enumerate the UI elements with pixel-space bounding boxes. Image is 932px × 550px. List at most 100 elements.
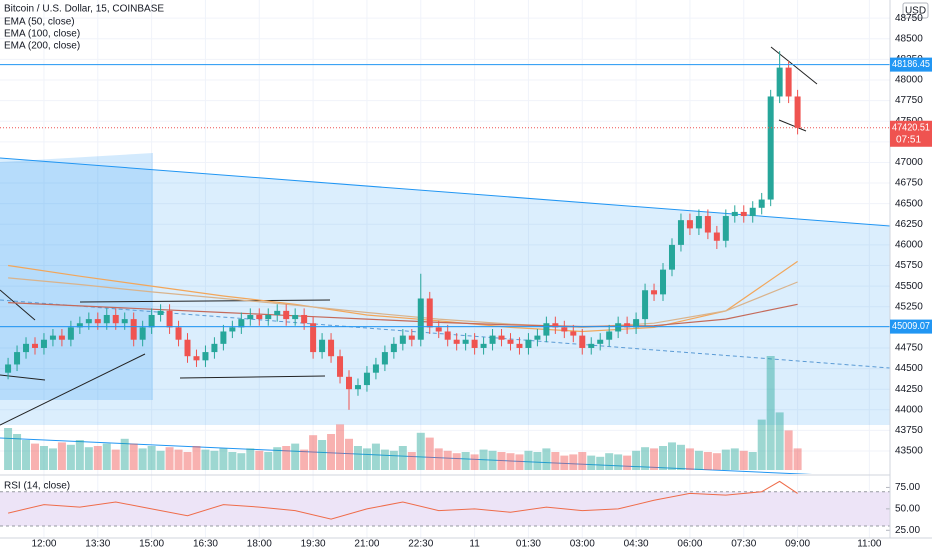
volume-bar [685, 448, 694, 470]
x-tick-label: 18:00 [247, 539, 272, 550]
candle-body [785, 67, 792, 97]
x-tick-label: 22:30 [408, 539, 433, 550]
trend-line [0, 289, 36, 321]
volume-bar [650, 448, 659, 470]
x-tick-label: 04:30 [624, 539, 649, 550]
candle-body [23, 343, 30, 353]
volume-bar [533, 452, 542, 470]
candle-body [516, 343, 523, 348]
candle-body [543, 323, 550, 336]
volume-bar [587, 455, 596, 470]
candle-body [677, 220, 684, 245]
candle-body [651, 290, 658, 295]
channel-line [0, 437, 813, 474]
volume-bar [246, 448, 255, 470]
volume-bar [784, 430, 793, 470]
x-tick-label: 07:30 [731, 539, 756, 550]
volume-bar [174, 449, 183, 470]
x-tick-label: 16:30 [193, 539, 218, 550]
candle-body [642, 290, 649, 320]
candle-body [552, 323, 559, 328]
candle-body [399, 335, 406, 344]
candle-body [247, 314, 254, 320]
price-label-box [890, 319, 932, 334]
volume-bar [273, 447, 282, 470]
candle-body [238, 319, 245, 328]
price-label: 48186.45 [892, 59, 930, 70]
volume-bar [407, 452, 416, 470]
candle-body [58, 335, 65, 340]
ema-line [8, 302, 798, 328]
candle-body [597, 339, 604, 344]
rsi-title: RSI (14, close) [4, 481, 70, 492]
volume-bar [102, 443, 111, 470]
candle-body [722, 216, 729, 241]
candle-body [561, 327, 568, 332]
candle-body [130, 319, 137, 340]
candle-body [390, 343, 397, 353]
volume-bar [497, 452, 506, 470]
volume-bar [506, 453, 515, 470]
volume-bar [389, 450, 398, 470]
candle-body [498, 335, 505, 340]
trend-line [0, 299, 890, 369]
y-tick-label: 46250 [895, 219, 923, 230]
volume-bar [22, 440, 31, 470]
volume-bar [75, 440, 84, 470]
volume-bar [57, 442, 66, 470]
y-tick-label: 47000 [895, 157, 923, 168]
channel [0, 158, 890, 425]
candle-body [193, 356, 200, 361]
x-tick-label: 21:00 [354, 539, 379, 550]
candle-body [507, 339, 514, 344]
volume-bar [694, 450, 703, 470]
candle-body [85, 319, 92, 324]
volume-bar [129, 443, 138, 470]
volume-bar [443, 450, 452, 470]
candle-body [94, 319, 101, 324]
volume-bar [84, 447, 93, 470]
volume-bar [515, 454, 524, 470]
candle-body [660, 269, 667, 295]
volume-bar [703, 452, 712, 470]
x-tick-label: 01:30 [516, 539, 541, 550]
x-tick-label: 19:30 [301, 539, 326, 550]
candle-body [794, 96, 801, 128]
ema-line [8, 277, 798, 329]
volume-bar [730, 448, 739, 470]
y-tick-label: 44250 [895, 384, 923, 395]
grid [0, 0, 890, 538]
candle-body [112, 314, 119, 324]
volume-bar [255, 450, 264, 470]
countdown: 07:51 [896, 134, 921, 145]
price-pane [0, 51, 890, 470]
volume-bar [183, 452, 192, 470]
rsi-band [0, 491, 890, 526]
volume-bar [300, 449, 309, 470]
candle-body [184, 339, 191, 357]
volume-bar [542, 448, 551, 470]
volume-bar [39, 446, 48, 470]
y-tick-label: 47750 [895, 95, 923, 106]
volume-bar [721, 449, 730, 470]
currency-box[interactable] [902, 2, 929, 19]
drawings [0, 46, 890, 474]
candle-body [740, 211, 747, 217]
volume-bar [282, 446, 291, 470]
candle-body [408, 335, 415, 340]
candle-body [381, 352, 388, 365]
candle-body [49, 335, 56, 340]
y-tick-label: 46000 [895, 240, 923, 251]
volume-bar [228, 452, 237, 470]
candle-body [328, 339, 335, 357]
volume-bar [569, 454, 578, 470]
volume-bar [291, 443, 300, 470]
candle-body [480, 343, 487, 348]
candle-body [713, 232, 720, 241]
y-tick-label: 46500 [895, 198, 923, 209]
candle-body [283, 310, 290, 320]
candle-body [372, 364, 379, 373]
currency[interactable]: USD [905, 6, 926, 17]
